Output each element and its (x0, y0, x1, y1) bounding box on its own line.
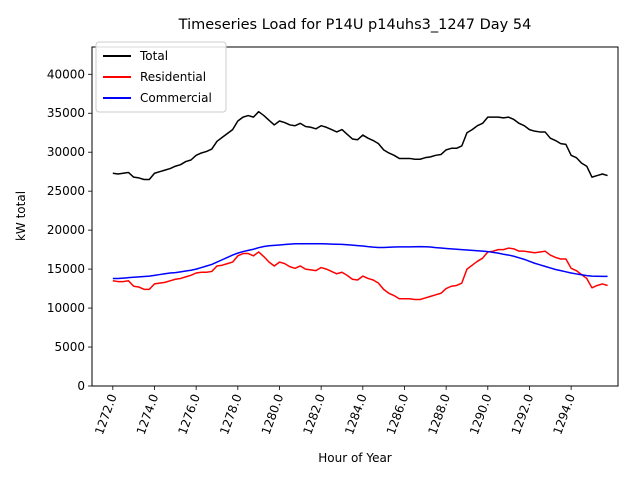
y-tick-label: 10000 (47, 301, 85, 315)
y-tick-label: 0 (77, 379, 85, 393)
y-tick-label: 35000 (47, 106, 85, 120)
legend-label-residential: Residential (140, 70, 206, 84)
plot-frame (91, 46, 619, 387)
y-tick-label: 25000 (47, 184, 85, 198)
x-axis-label: Hour of Year (318, 451, 392, 465)
legend-label-total: Total (139, 49, 168, 63)
y-tick-label: 5000 (54, 340, 85, 354)
y-axis: 0 5000 10000 15000 20000 25000 30000 35000 40000 (47, 67, 92, 393)
series-layer (112, 110, 608, 301)
y-tick-label: 30000 (47, 145, 85, 159)
series-line-residential (112, 247, 608, 301)
y-tick-label: 40000 (47, 67, 85, 81)
y-axis-label: kW total (14, 191, 28, 241)
series-line-total (112, 110, 608, 181)
y-tick-label: 15000 (47, 262, 85, 276)
series-line-commercial (112, 243, 608, 280)
legend-label-commercial: Commercial (140, 91, 212, 105)
chart-title: Timeseries Load for P14U p14uhs3_1247 Da… (178, 17, 532, 33)
y-tick-label: 20000 (47, 223, 85, 237)
legend-box (95, 41, 227, 113)
legend: Total Residential Commercial (95, 41, 227, 113)
